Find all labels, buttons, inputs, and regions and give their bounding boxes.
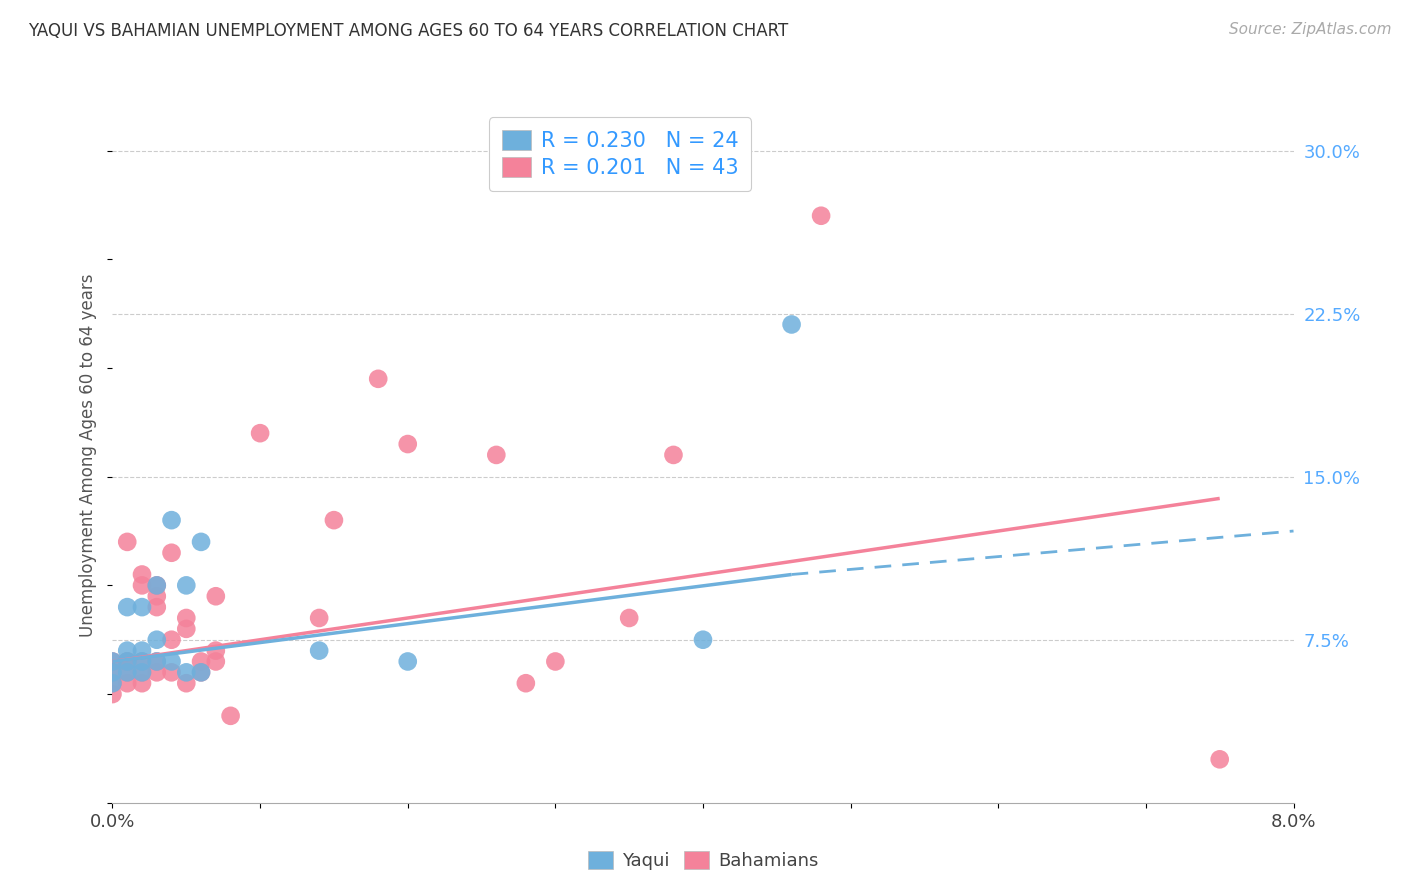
Point [101, 676, 124, 690]
Point [485, 448, 508, 462]
Point [117, 665, 138, 680]
Point [146, 655, 169, 669]
Point [323, 513, 346, 527]
Point [131, 578, 153, 592]
Point [146, 665, 169, 680]
Point [190, 665, 212, 680]
Point [146, 655, 169, 669]
Point [117, 676, 138, 690]
Point [117, 655, 138, 669]
Point [174, 665, 197, 680]
Point [619, 611, 641, 625]
Point [101, 665, 124, 680]
Point [219, 708, 242, 723]
Point [205, 589, 228, 603]
Point [160, 546, 183, 560]
Point [810, 209, 832, 223]
Point [146, 600, 169, 615]
Point [101, 676, 124, 690]
Point [146, 632, 169, 647]
Point [308, 611, 330, 625]
Point [117, 655, 138, 669]
Point [160, 655, 183, 669]
Point [117, 600, 138, 615]
Point [101, 687, 124, 701]
Point [101, 665, 124, 680]
Point [160, 632, 183, 647]
Point [131, 655, 153, 669]
Point [396, 437, 419, 451]
Point [1208, 752, 1232, 766]
Point [249, 426, 271, 441]
Point [117, 535, 138, 549]
Point [367, 372, 389, 386]
Point [662, 448, 685, 462]
Point [101, 655, 124, 669]
Point [174, 622, 197, 636]
Legend: Yaqui, Bahamians: Yaqui, Bahamians [581, 844, 825, 877]
Point [131, 665, 153, 680]
Point [131, 676, 153, 690]
Point [174, 611, 197, 625]
Point [190, 535, 212, 549]
Point [396, 655, 419, 669]
Point [205, 655, 228, 669]
Point [544, 655, 567, 669]
Point [131, 655, 153, 669]
Point [117, 665, 138, 680]
Point [190, 665, 212, 680]
Point [780, 318, 803, 332]
Point [117, 643, 138, 657]
Point [205, 643, 228, 657]
Point [131, 643, 153, 657]
Point [160, 665, 183, 680]
Point [692, 632, 714, 647]
Y-axis label: Unemployment Among Ages 60 to 64 years: Unemployment Among Ages 60 to 64 years [79, 273, 97, 637]
Point [117, 655, 138, 669]
Point [146, 589, 169, 603]
Point [131, 665, 153, 680]
Point [131, 600, 153, 615]
Point [190, 655, 212, 669]
Point [146, 578, 169, 592]
Point [146, 578, 169, 592]
Point [515, 676, 537, 690]
Point [131, 567, 153, 582]
Text: YAQUI VS BAHAMIAN UNEMPLOYMENT AMONG AGES 60 TO 64 YEARS CORRELATION CHART: YAQUI VS BAHAMIAN UNEMPLOYMENT AMONG AGE… [28, 22, 789, 40]
Point [160, 513, 183, 527]
Text: Source: ZipAtlas.com: Source: ZipAtlas.com [1229, 22, 1392, 37]
Point [174, 676, 197, 690]
Point [308, 643, 330, 657]
Point [101, 655, 124, 669]
Point [174, 578, 197, 592]
